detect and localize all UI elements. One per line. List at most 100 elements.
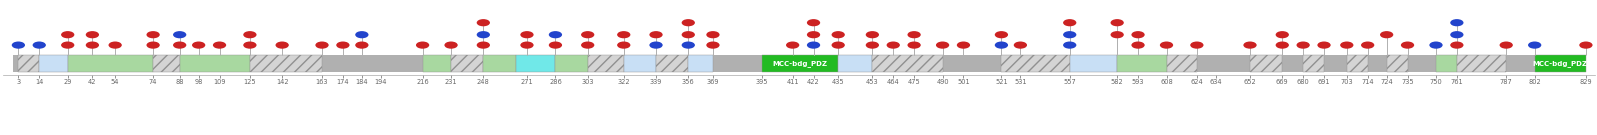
Bar (423, 55, 450, 72)
Ellipse shape (1064, 41, 1076, 49)
Ellipse shape (1276, 41, 1289, 49)
Ellipse shape (315, 41, 329, 49)
Bar (588, 55, 624, 72)
Bar (249, 55, 323, 72)
Ellipse shape (866, 41, 878, 49)
Bar (450, 55, 484, 72)
Ellipse shape (616, 41, 631, 49)
Bar (556, 55, 588, 72)
Bar (1346, 55, 1367, 72)
Bar (40, 55, 67, 72)
Ellipse shape (212, 41, 227, 49)
Ellipse shape (243, 41, 257, 49)
Bar (484, 55, 516, 72)
Ellipse shape (1276, 31, 1289, 38)
Bar (872, 55, 942, 72)
Bar (153, 55, 180, 72)
Ellipse shape (1131, 41, 1145, 49)
Ellipse shape (907, 31, 921, 38)
Ellipse shape (1244, 41, 1257, 49)
Ellipse shape (1297, 41, 1310, 49)
Ellipse shape (1318, 41, 1330, 49)
Bar (1303, 55, 1324, 72)
Text: MCC-bdg_PDZ: MCC-bdg_PDZ (773, 60, 827, 67)
Ellipse shape (1429, 41, 1442, 49)
Ellipse shape (86, 41, 99, 49)
Ellipse shape (832, 31, 845, 38)
Ellipse shape (1579, 41, 1592, 49)
Ellipse shape (355, 31, 369, 38)
Ellipse shape (581, 31, 594, 38)
Bar (762, 55, 838, 72)
Ellipse shape (415, 41, 430, 49)
Ellipse shape (276, 41, 289, 49)
Ellipse shape (1450, 41, 1463, 49)
Bar (516, 55, 556, 72)
Ellipse shape (1380, 31, 1393, 38)
Ellipse shape (1159, 41, 1174, 49)
Ellipse shape (476, 19, 490, 26)
Bar (13, 55, 1586, 72)
Ellipse shape (650, 31, 663, 38)
Bar (624, 55, 656, 72)
Ellipse shape (706, 31, 720, 38)
Ellipse shape (1064, 31, 1076, 38)
Ellipse shape (1340, 41, 1353, 49)
Ellipse shape (549, 41, 562, 49)
Ellipse shape (907, 41, 921, 49)
Bar (1070, 55, 1118, 72)
Ellipse shape (1110, 31, 1124, 38)
Bar (1118, 55, 1166, 72)
Bar (656, 55, 688, 72)
Ellipse shape (682, 31, 695, 38)
Ellipse shape (866, 31, 878, 38)
Ellipse shape (1014, 41, 1027, 49)
Bar (1250, 55, 1282, 72)
Ellipse shape (936, 41, 949, 49)
Ellipse shape (995, 41, 1008, 49)
Ellipse shape (32, 41, 46, 49)
Ellipse shape (806, 41, 821, 49)
Ellipse shape (581, 41, 594, 49)
Bar (1386, 55, 1407, 72)
Ellipse shape (61, 31, 75, 38)
Ellipse shape (1361, 41, 1375, 49)
Ellipse shape (444, 41, 458, 49)
Ellipse shape (682, 19, 695, 26)
Bar (180, 55, 249, 72)
Ellipse shape (192, 41, 206, 49)
Bar (1001, 55, 1070, 72)
Bar (688, 55, 712, 72)
Ellipse shape (1401, 41, 1415, 49)
Bar (67, 55, 153, 72)
Ellipse shape (109, 41, 121, 49)
Ellipse shape (147, 31, 160, 38)
Ellipse shape (1450, 31, 1463, 38)
Ellipse shape (1131, 31, 1145, 38)
Ellipse shape (549, 31, 562, 38)
Ellipse shape (521, 31, 533, 38)
Ellipse shape (806, 19, 821, 26)
Ellipse shape (86, 31, 99, 38)
Ellipse shape (786, 41, 798, 49)
Ellipse shape (11, 41, 26, 49)
Ellipse shape (706, 41, 720, 49)
Ellipse shape (1450, 19, 1463, 26)
Bar (1535, 55, 1586, 72)
Ellipse shape (957, 41, 969, 49)
Bar (1166, 55, 1196, 72)
Ellipse shape (616, 31, 631, 38)
Bar (19, 55, 40, 72)
Bar (838, 55, 872, 72)
Ellipse shape (521, 41, 533, 49)
Ellipse shape (650, 41, 663, 49)
Ellipse shape (147, 41, 160, 49)
Ellipse shape (1528, 41, 1541, 49)
Ellipse shape (476, 31, 490, 38)
Ellipse shape (832, 41, 845, 49)
Ellipse shape (1190, 41, 1204, 49)
Bar (1436, 55, 1456, 72)
Ellipse shape (886, 41, 899, 49)
Ellipse shape (61, 41, 75, 49)
Ellipse shape (1110, 19, 1124, 26)
